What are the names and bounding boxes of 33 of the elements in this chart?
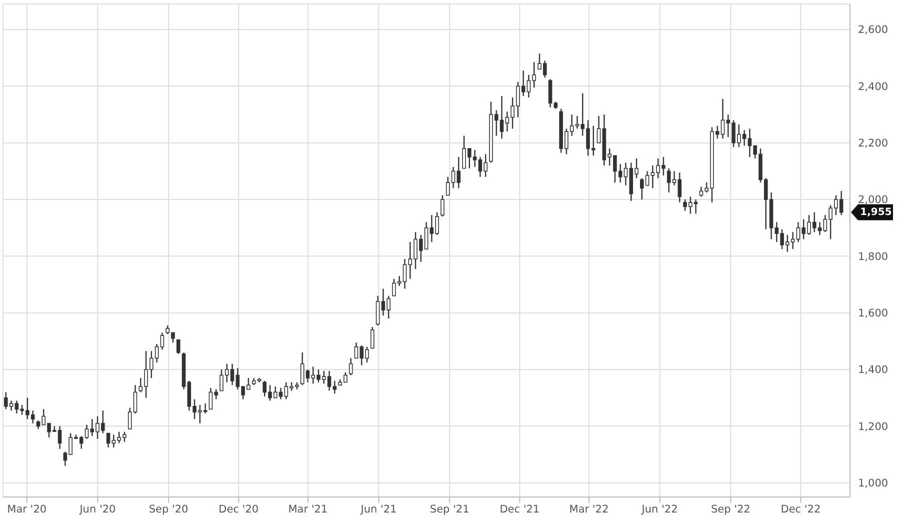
text: 1,955 (860, 206, 892, 218)
y-tick-label: 2,400 (858, 80, 888, 93)
candlestick (370, 326, 374, 349)
candlestick (160, 332, 164, 350)
x-tick-label: Dec '21 (500, 503, 540, 516)
x-tick-label: Sep '21 (430, 503, 470, 516)
candlestick (348, 358, 353, 376)
y-tick-label: 1,200 (858, 420, 888, 433)
x-tick-label: Jun '22 (640, 503, 678, 516)
y-tick-label: 2,200 (858, 138, 888, 150)
x-tick-label: Dec '20 (218, 503, 259, 516)
candlestick (176, 339, 180, 355)
candlestick (440, 194, 444, 218)
x-tick-label: Jun '21 (360, 503, 397, 516)
y-tick-label: 1,000 (858, 478, 888, 490)
candlestick (300, 352, 304, 386)
x-tick-label: Jun '20 (78, 503, 116, 516)
x-tick-label: Mar '22 (569, 503, 609, 516)
x-tick-label: Sep '22 (710, 503, 750, 516)
candlestick (106, 432, 110, 448)
y-tick-label: 1,800 (858, 250, 888, 263)
y-tick-label: 2,600 (858, 24, 888, 36)
x-tick-label: Dec '22 (780, 503, 821, 516)
x-tick-label: Sep '20 (148, 503, 188, 516)
y-tick-label: 1,600 (858, 308, 888, 320)
y-tick-label: 2,000 (858, 194, 888, 206)
x-tick-label: Mar '21 (288, 503, 328, 516)
candlestick (596, 115, 601, 144)
candlestick (332, 380, 337, 394)
x-tick-label: Mar '20 (7, 503, 47, 516)
y-tick-label: 1,400 (858, 364, 888, 376)
candlestick (548, 78, 552, 108)
candlestick (376, 295, 380, 326)
